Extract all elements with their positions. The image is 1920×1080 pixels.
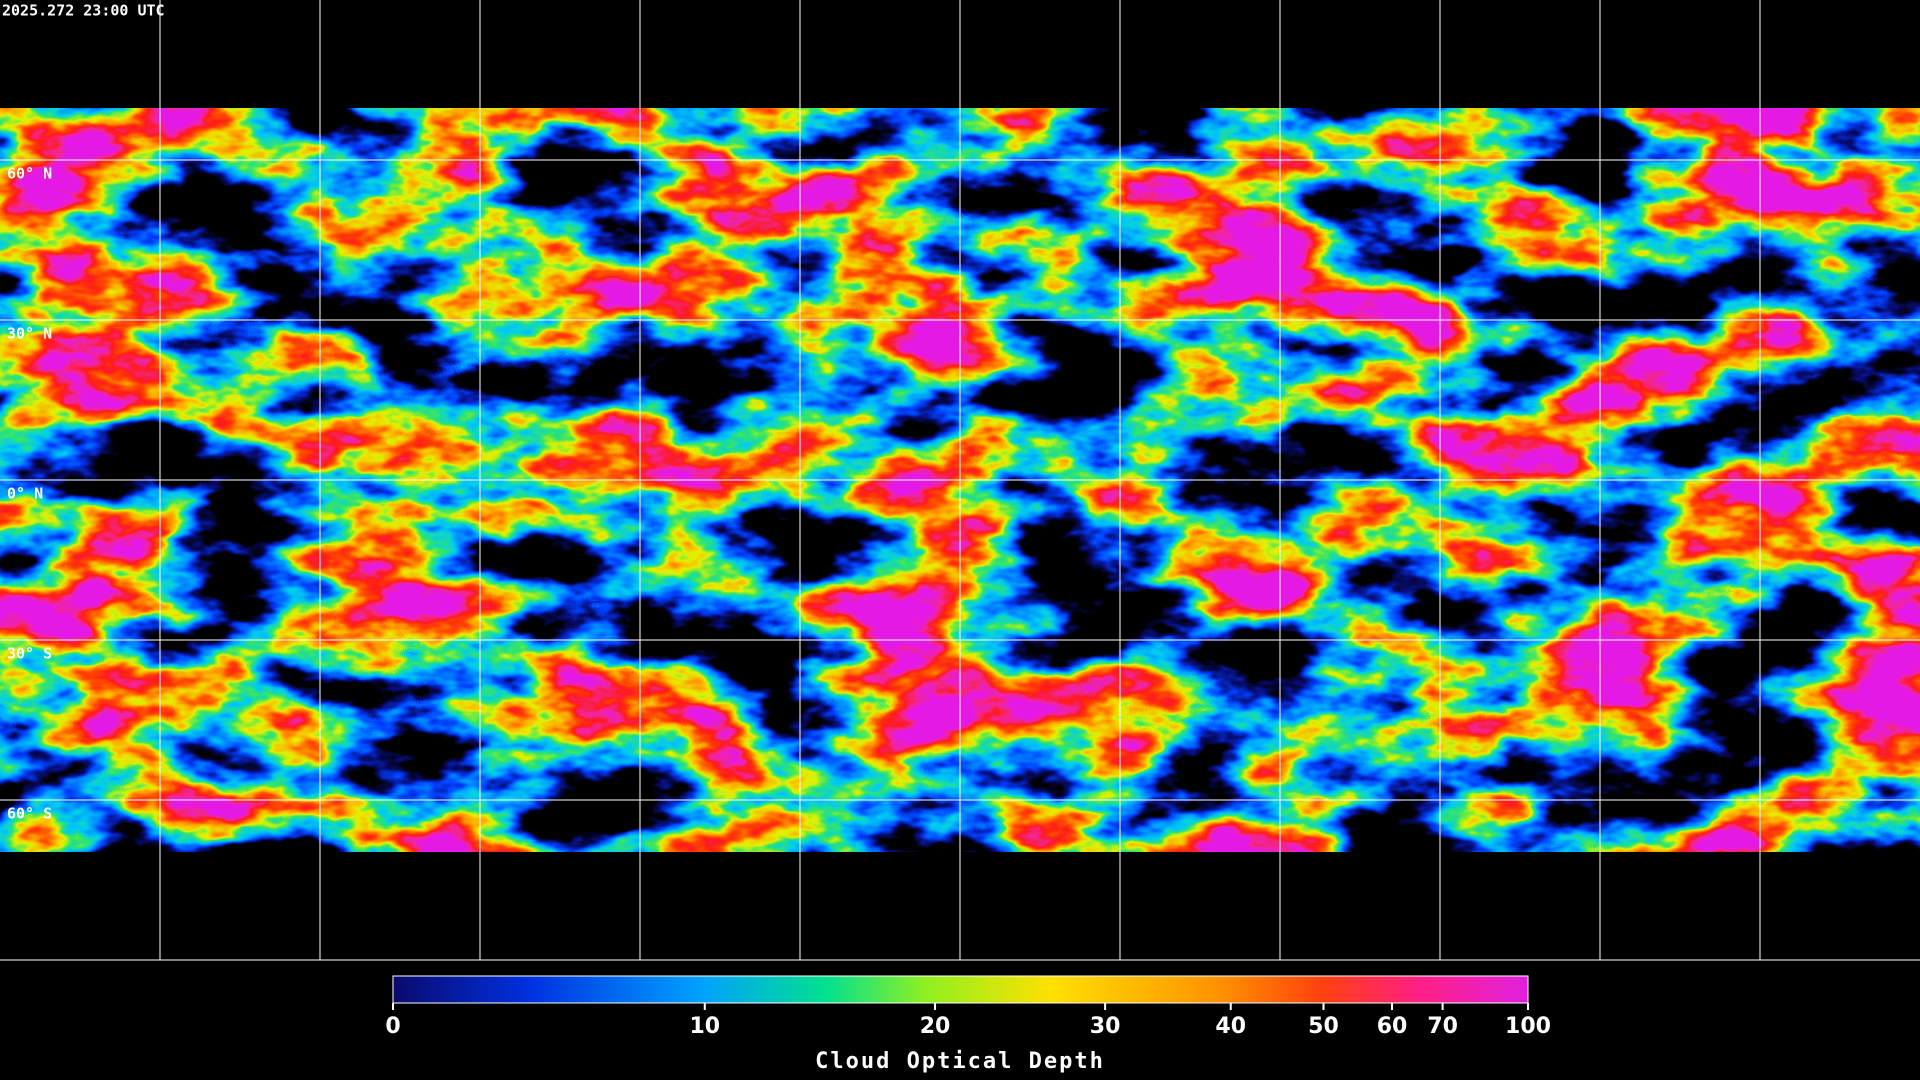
colorbar-tick-label: 30 [1090, 1014, 1121, 1039]
graticule [0, 0, 1920, 960]
colorbar-tick-label: 0 [385, 1014, 400, 1039]
latitude-label: 30° S [7, 645, 52, 663]
latitude-label: 0° N [7, 485, 43, 503]
colorbar-tick-label: 60 [1377, 1014, 1408, 1039]
colorbar-title: Cloud Optical Depth [815, 1049, 1105, 1074]
colorbar [392, 975, 1529, 1004]
colorbar-tick-label: 20 [920, 1014, 951, 1039]
colorbar-tick-label: 100 [1505, 1014, 1551, 1039]
timestamp: 2025.272 23:00 UTC [2, 2, 165, 20]
latitude-label: 60° N [7, 165, 52, 183]
colorbar-tick-label: 40 [1215, 1014, 1246, 1039]
colorbar-tick-label: 70 [1427, 1014, 1458, 1039]
colorbar-tick-label: 50 [1308, 1014, 1339, 1039]
latitude-label: 30° N [7, 325, 52, 343]
colorbar-tick-label: 10 [689, 1014, 720, 1039]
latitude-label: 60° S [7, 805, 52, 823]
